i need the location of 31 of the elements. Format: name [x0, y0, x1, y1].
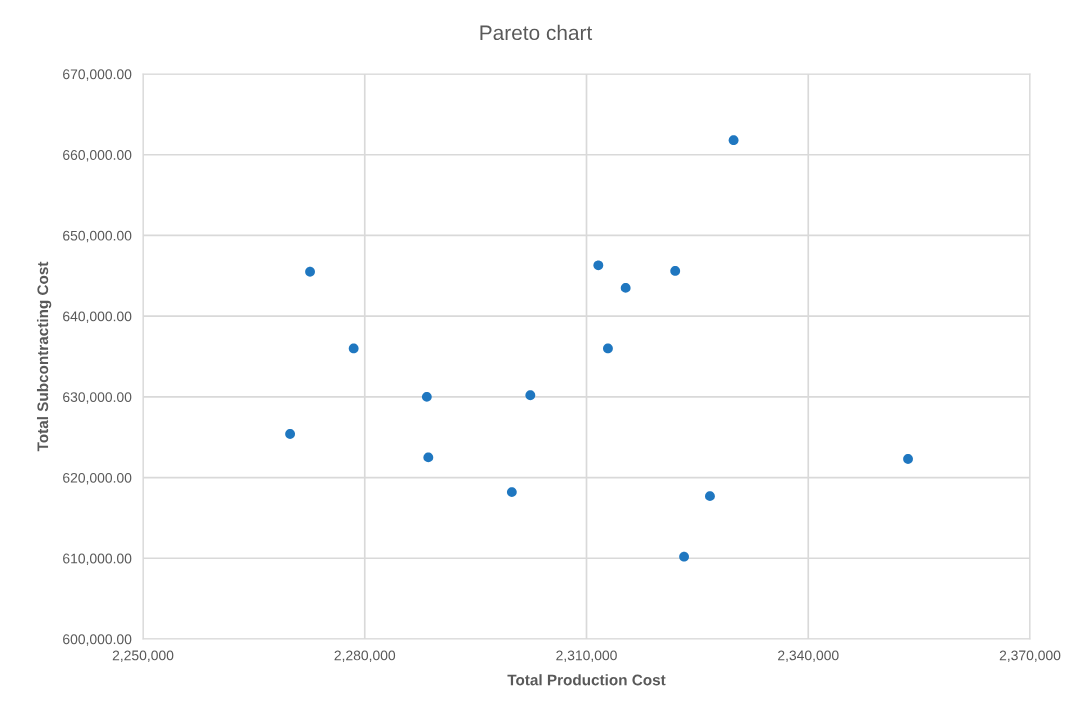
y-tick-label: 600,000.00	[63, 634, 132, 646]
point	[620, 282, 631, 293]
chart-title: Pareto chart	[480, 24, 593, 41]
y-tick-label: 620,000.00	[63, 472, 132, 485]
y-axis-title: Total Subcontracting Cost	[36, 261, 52, 452]
point	[525, 390, 536, 401]
y-tick-label: 610,000.00	[63, 553, 132, 566]
point	[903, 454, 913, 464]
point	[603, 343, 613, 354]
y-tick-label: 660,000.00	[63, 150, 132, 162]
x-tick-label: 2,370,000	[999, 650, 1061, 662]
x-tick-label: 2,280,000	[334, 650, 396, 662]
point	[670, 266, 681, 276]
point	[593, 260, 604, 271]
point	[705, 491, 715, 502]
y-tick-label: 630,000.00	[63, 392, 132, 404]
y-tick-label: 650,000.00	[63, 230, 132, 243]
point	[305, 266, 315, 277]
point	[348, 343, 359, 354]
point	[421, 391, 432, 402]
y-tick-label: 640,000.00	[63, 311, 132, 323]
x-tick-label: 2,340,000	[778, 650, 839, 662]
point	[506, 487, 517, 498]
y-tick-label: 670,000.00	[63, 69, 132, 81]
point	[679, 551, 689, 562]
point	[728, 135, 739, 146]
x-tick-label: 2,310,000	[556, 650, 617, 662]
point	[423, 452, 434, 463]
x-tick-label: 2,250,000	[112, 650, 174, 662]
point	[285, 429, 295, 439]
x-axis-title: Total Production Cost	[507, 674, 666, 686]
